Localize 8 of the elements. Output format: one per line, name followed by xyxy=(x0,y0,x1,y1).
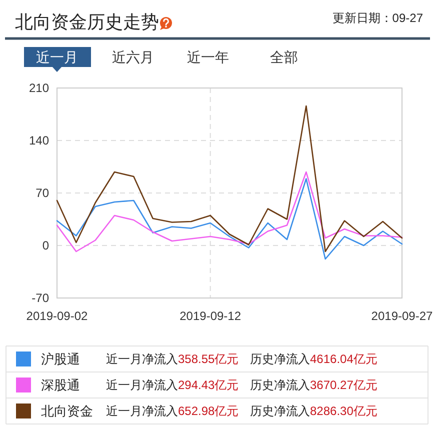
annotation: 历史净流入3670.27亿元 xyxy=(250,378,378,392)
annotation: 更新日期：09-27 xyxy=(332,11,423,25)
annotation: 近一月净流入294.43亿元 xyxy=(106,378,239,392)
annotation: 历史净流入8286.30亿元 xyxy=(250,404,378,418)
annotation: 历史净流入4616.04亿元 xyxy=(250,352,378,366)
title: 北向资金历史走势 xyxy=(15,12,159,32)
annotation: 近一月净流入652.98亿元 xyxy=(106,404,239,418)
annotation: 近一月净流入358.55亿元 xyxy=(106,352,239,366)
